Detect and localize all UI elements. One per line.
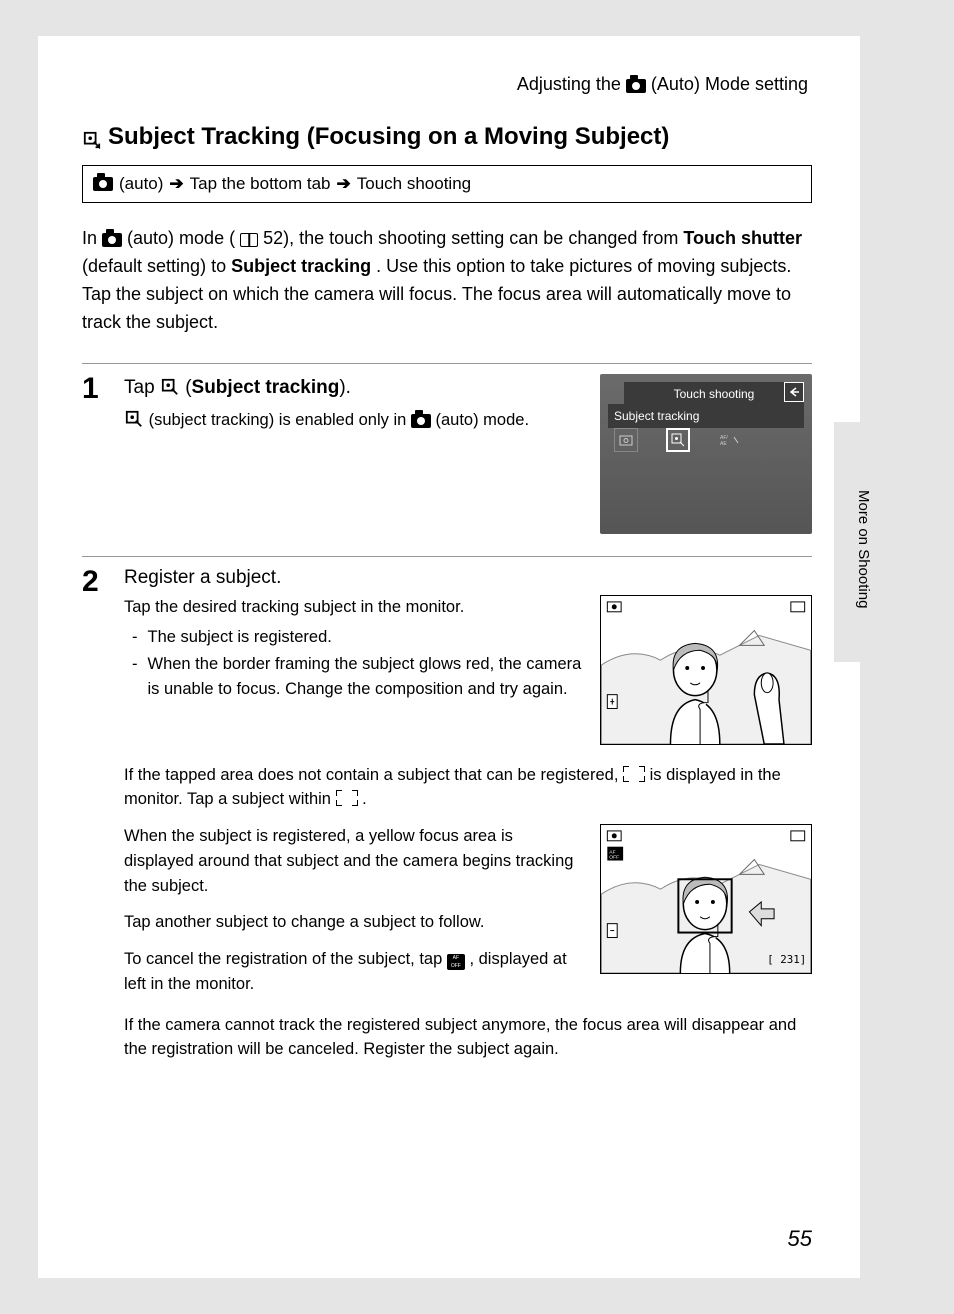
navigation-path-box: (auto) ➔ Tap the bottom tab ➔ Touch shoo… <box>82 165 812 203</box>
step2-title: Register a subject. <box>124 567 812 589</box>
list-item: - The subject is registered. <box>132 625 584 650</box>
subject-tracking-option-icon <box>666 428 690 452</box>
header-suffix: (Auto) Mode setting <box>651 74 808 94</box>
step1-title: Tap (Subject tracking). <box>124 374 584 403</box>
dash-icon: - <box>132 625 138 650</box>
t: (auto) mode. <box>436 411 530 429</box>
last-paragraph: If the camera cannot track the registere… <box>124 1013 812 1063</box>
t: ). <box>339 377 351 398</box>
af-off-icon: AFOFF <box>447 954 465 970</box>
step-number: 2 <box>82 567 110 1075</box>
corners-paragraph: If the tapped area does not contain a su… <box>124 763 812 813</box>
page-header: Adjusting the (Auto) Mode setting <box>82 74 812 95</box>
list-item: - When the border framing the subject gl… <box>132 652 584 702</box>
option-row: AF/AE <box>614 428 742 452</box>
svg-text:[ 231]: [ 231] <box>767 953 806 966</box>
subject-tracking-icon <box>160 377 180 395</box>
camera-icon <box>626 79 646 93</box>
dash-icon: - <box>132 652 138 702</box>
nav-p3: Touch shooting <box>357 174 471 194</box>
manual-page: Adjusting the (Auto) Mode setting Subjec… <box>38 36 860 1278</box>
screen-title: Touch shooting <box>624 382 804 406</box>
intro-t4: (default setting) to <box>82 256 231 276</box>
svg-text:AE: AE <box>720 441 727 447</box>
intro-t1: In <box>82 228 102 248</box>
step-body: Tap (Subject tracking). (subject trackin… <box>124 374 812 534</box>
camera-icon <box>93 177 113 191</box>
yellow-focus-paragraph: When the subject is registered, a yellow… <box>124 824 584 898</box>
step-1: 1 Tap (Subject tracking). <box>82 363 812 534</box>
subject-tracking-icon <box>82 128 102 146</box>
step2-additional: If the tapped area does not contain a su… <box>124 763 812 1063</box>
screen-subtitle: Subject tracking <box>608 404 804 428</box>
arrow-icon: ➔ <box>337 174 351 194</box>
t: If the tapped area does not contain a su… <box>124 766 623 784</box>
focus-corners-icon <box>623 766 645 782</box>
step-body: Register a subject. Tap the desired trac… <box>124 567 812 1075</box>
back-icon <box>784 382 804 402</box>
bullet-text: When the border framing the subject glow… <box>148 652 585 702</box>
t: (subject tracking) is enabled only in <box>149 411 411 429</box>
register-subject-illustration <box>600 595 812 745</box>
intro-paragraph: In (auto) mode ( 52), the touch shooting… <box>82 225 812 337</box>
af-ae-option-icon: AF/AE <box>718 428 742 452</box>
bullet-list: - The subject is registered. - When the … <box>132 625 584 701</box>
camera-icon <box>102 233 122 247</box>
t: Subject tracking <box>192 377 340 398</box>
page-number: 55 <box>788 1226 812 1252</box>
cancel-paragraph: To cancel the registration of the subjec… <box>124 947 584 997</box>
header-prefix: Adjusting the <box>517 74 621 94</box>
svg-text:OFF: OFF <box>609 855 619 861</box>
step1-note: (subject tracking) is enabled only in (a… <box>124 408 584 433</box>
step-2: 2 Register a subject. Tap the desired tr… <box>82 556 812 1075</box>
intro-b2: Subject tracking <box>231 256 371 276</box>
another-subject-paragraph: Tap another subject to change a subject … <box>124 910 584 935</box>
t: Tap <box>124 377 160 398</box>
intro-t2: (auto) mode ( <box>127 228 235 248</box>
touch-shutter-option-icon <box>614 428 638 452</box>
focus-corners-icon <box>336 790 358 806</box>
step2-line1: Tap the desired tracking subject in the … <box>124 595 584 620</box>
side-section-label: More on Shooting <box>855 490 872 608</box>
touch-shooting-screen-illustration: Touch shooting Subject tracking AF/ <box>600 374 812 534</box>
intro-b1: Touch shutter <box>683 228 802 248</box>
section-title: Subject Tracking (Focusing on a Moving S… <box>82 123 812 151</box>
subject-tracking-icon <box>124 410 144 428</box>
t: . <box>362 790 367 808</box>
nav-p1: (auto) <box>119 174 163 194</box>
nav-p2: Tap the bottom tab <box>190 174 331 194</box>
t: To cancel the registration of the subjec… <box>124 950 447 968</box>
step-number: 1 <box>82 374 110 534</box>
camera-icon <box>411 414 431 428</box>
intro-t3: 52), the touch shooting setting can be c… <box>263 228 683 248</box>
book-icon <box>240 233 258 247</box>
arrow-icon: ➔ <box>169 174 183 194</box>
bullet-text: The subject is registered. <box>148 625 332 650</box>
tracking-active-illustration: AFOFF <box>600 824 812 974</box>
title-text: Subject Tracking (Focusing on a Moving S… <box>108 123 669 151</box>
